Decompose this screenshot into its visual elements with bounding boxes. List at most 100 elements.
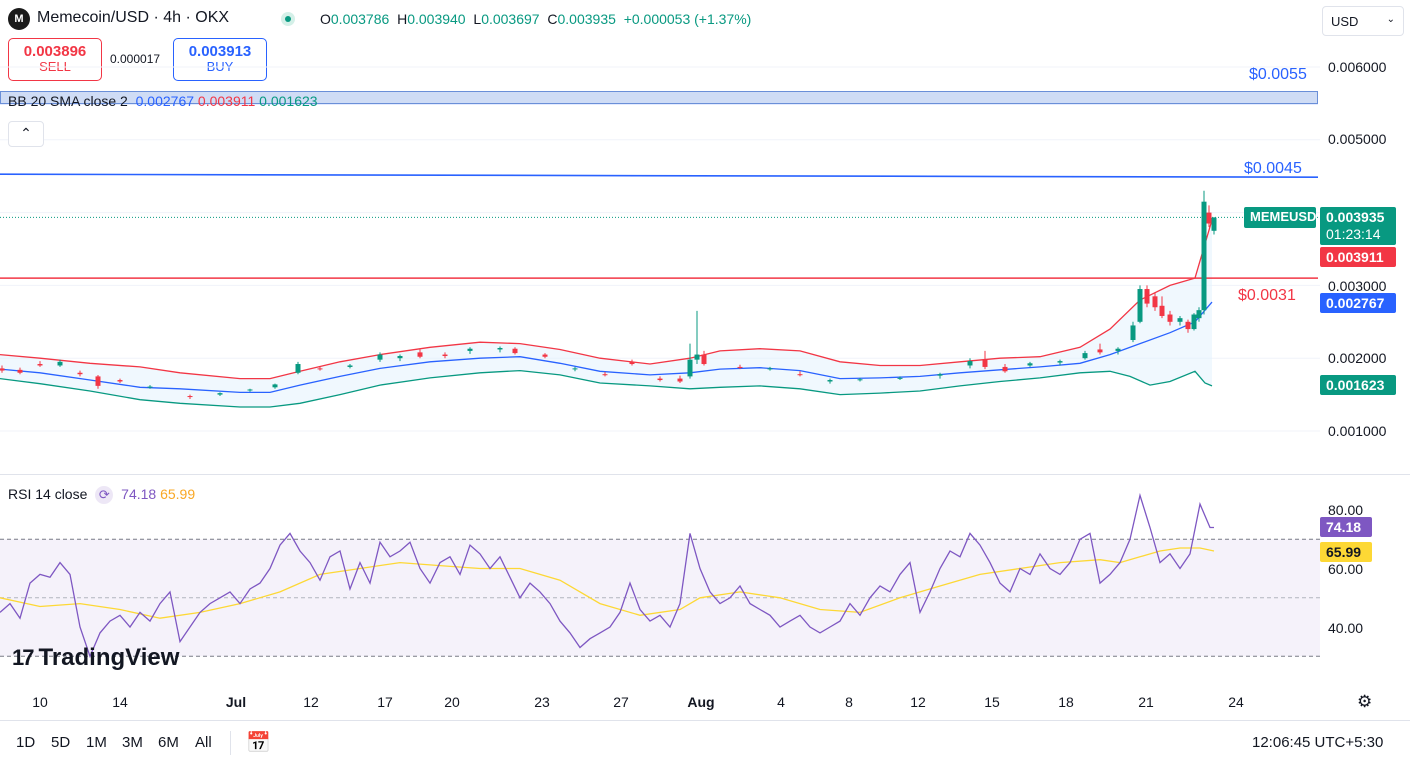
candle xyxy=(1057,359,1063,366)
candle xyxy=(442,352,448,359)
candle xyxy=(317,366,323,371)
price-tick: 0.003000 xyxy=(1328,278,1387,294)
candle-body xyxy=(467,348,473,351)
chart-settings-gear-icon[interactable]: ⚙ xyxy=(1357,692,1373,711)
time-axis[interactable] xyxy=(0,685,1320,720)
range-all-button[interactable]: All xyxy=(195,734,212,751)
bb-legend-highlight xyxy=(0,91,1318,104)
rsi-legend[interactable]: RSI 14 close ⟳ 74.18 65.99 xyxy=(8,486,196,505)
low-value: 0.003697 xyxy=(481,11,540,27)
bb-legend[interactable]: BB 20 SMA close 2 0.002767 0.003911 0.00… xyxy=(8,93,318,109)
time-tick: Aug xyxy=(687,694,715,710)
candle xyxy=(1196,307,1202,322)
candle-body xyxy=(897,377,903,379)
price-tick: 0.002000 xyxy=(1328,350,1387,366)
time-tick: 12 xyxy=(303,694,319,710)
chart-header: M Memecoin/USD · 4h · OKX O0.003786 H0.0… xyxy=(0,0,1320,38)
candle xyxy=(1177,315,1183,326)
candle xyxy=(1152,292,1158,311)
time-tick: 27 xyxy=(613,694,629,710)
candle xyxy=(767,366,773,371)
time-tick: 17 xyxy=(377,694,393,710)
candle xyxy=(1167,310,1173,326)
clock[interactable]: 12:06:45 UTC+5:30 xyxy=(1252,734,1384,751)
candle-body xyxy=(827,380,833,382)
range-1m-button[interactable]: 1M xyxy=(86,734,107,751)
candle xyxy=(347,364,353,369)
candle-body xyxy=(797,374,803,376)
open-label: O xyxy=(320,11,331,27)
candle-body xyxy=(77,372,83,375)
collapse-legend-button[interactable]: ⌃ xyxy=(8,121,44,147)
candle-body xyxy=(217,393,223,395)
range-1d-button[interactable]: 1D xyxy=(16,734,36,751)
coin-logo-icon: M xyxy=(8,8,30,30)
candle-body xyxy=(629,361,635,365)
tradingview-logo[interactable]: 17 TradingView xyxy=(12,644,179,672)
candle xyxy=(657,376,663,382)
hline-label-0031[interactable]: $0.0031 xyxy=(1238,287,1296,304)
candle-body xyxy=(512,348,518,354)
change-value: +0.000053 (+1.37%) xyxy=(623,11,752,27)
candle xyxy=(1159,296,1165,319)
currency-select[interactable]: USD ⌄ xyxy=(1322,6,1404,36)
candle xyxy=(542,353,548,359)
range-5d-button[interactable]: 5D xyxy=(51,734,71,751)
bar-countdown: 01:23:14 xyxy=(1326,226,1381,242)
hline-label-0045[interactable]: $0.0045 xyxy=(1244,160,1302,177)
candle xyxy=(1191,313,1197,331)
candle xyxy=(572,366,578,372)
candle xyxy=(117,378,123,383)
candle xyxy=(1002,364,1008,373)
candle-body xyxy=(701,354,707,365)
range-3m-button[interactable]: 3M xyxy=(122,734,143,751)
hline-00045[interactable] xyxy=(0,173,1319,178)
candle xyxy=(1115,347,1121,355)
candle-body xyxy=(542,354,548,357)
rsi-ma-tag: 65.99 xyxy=(1320,542,1372,562)
market-status-icon[interactable] xyxy=(281,12,295,26)
pane-divider[interactable] xyxy=(0,474,1410,475)
time-tick: 20 xyxy=(444,694,460,710)
candle xyxy=(147,385,153,389)
candle xyxy=(272,383,278,389)
candle-body xyxy=(982,359,988,367)
chevron-down-icon: ⌄ xyxy=(1386,14,1395,25)
time-tick: 15 xyxy=(984,694,1000,710)
candle xyxy=(1206,205,1212,228)
rsi-axis[interactable]: 80.00 60.00 40.00 xyxy=(1320,475,1410,685)
candle xyxy=(0,365,5,373)
range-6m-button[interactable]: 6M xyxy=(158,734,179,751)
candle-body xyxy=(1167,314,1173,322)
sell-button[interactable]: 0.003896 SELL xyxy=(8,38,102,81)
price-tick: 0.005000 xyxy=(1328,131,1387,147)
candle xyxy=(1137,285,1143,324)
date-range-calendar-icon[interactable]: 📅 xyxy=(246,732,271,754)
candle xyxy=(1130,321,1136,343)
candle xyxy=(37,361,43,367)
candle-body xyxy=(1152,296,1158,308)
price-axis[interactable]: 0.006000 0.005000 0.003000 0.002000 0.00… xyxy=(1320,38,1410,474)
refresh-icon[interactable]: ⟳ xyxy=(95,486,114,505)
hline-label-0055[interactable]: $0.0055 xyxy=(1249,66,1307,83)
candle-body xyxy=(572,368,578,370)
candle xyxy=(1201,190,1207,315)
horizontal-lines xyxy=(0,102,1319,279)
rsi-ma-line xyxy=(0,547,1215,619)
candle-body xyxy=(1196,310,1202,319)
candle-body xyxy=(57,361,63,366)
candle xyxy=(937,372,943,379)
bollinger-upper-line xyxy=(0,219,1213,380)
time-tick: Jul xyxy=(225,694,247,710)
last-price-value: 0.003935 xyxy=(1326,209,1385,225)
price-tick: 0.006000 xyxy=(1328,59,1387,75)
candle-body xyxy=(767,368,773,370)
candle xyxy=(701,350,707,366)
rsi-chart[interactable] xyxy=(0,475,1320,685)
symbol-title[interactable]: Memecoin/USD · 4h · OKX xyxy=(37,9,230,26)
candle-body xyxy=(967,361,973,366)
bb-upper-tag: 0.003911 xyxy=(1320,247,1396,267)
candle xyxy=(967,358,973,369)
rsi-ma-value: 65.99 xyxy=(160,486,196,502)
candle-body xyxy=(1201,201,1207,311)
